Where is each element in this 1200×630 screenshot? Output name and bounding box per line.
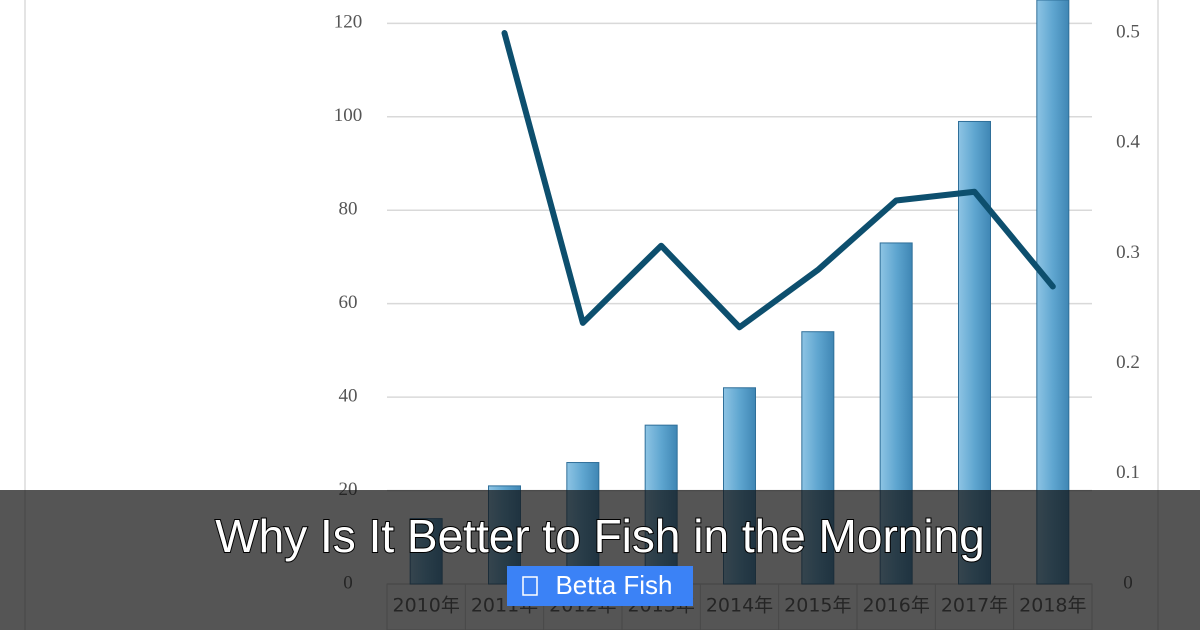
bar [1036,0,1070,585]
y2-tick-label: 0.2 [1116,352,1140,373]
tag-icon [522,576,538,596]
tag-label[interactable]: Betta Fish [555,570,672,600]
y-tick-label: 120 [334,12,363,33]
headline: Why Is It Better to Fish in the Morning [215,510,985,562]
y2-tick-label: 0.3 [1116,242,1140,263]
y2-tick-label: 0.5 [1116,21,1140,42]
overlay: Why Is It Better to Fish in the Morning … [0,490,1200,630]
y-tick-label: 100 [334,105,363,126]
y-tick-label: 60 [339,292,358,313]
line [501,30,1056,331]
y-tick-label: 80 [339,199,358,220]
tag-button[interactable] [507,566,693,606]
banner [0,490,1200,630]
y2-tick-label: 0.1 [1116,462,1140,483]
y-tick-label: 40 [339,385,358,406]
y2-tick-label: 0.4 [1116,132,1140,153]
